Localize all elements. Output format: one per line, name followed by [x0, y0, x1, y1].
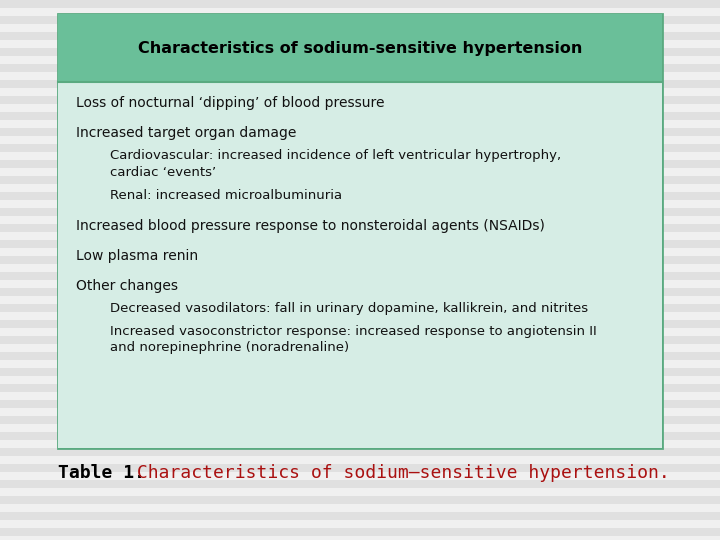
Text: Table 1.: Table 1.	[58, 464, 145, 482]
Text: Loss of nocturnal ‘dipping’ of blood pressure: Loss of nocturnal ‘dipping’ of blood pre…	[76, 96, 384, 110]
Text: Characteristics of sodium–sensitive hypertension.: Characteristics of sodium–sensitive hype…	[126, 464, 670, 482]
Text: Characteristics of sodium-sensitive hypertension: Characteristics of sodium-sensitive hype…	[138, 40, 582, 56]
Text: Renal: increased microalbuminuria: Renal: increased microalbuminuria	[110, 189, 342, 202]
Text: Decreased vasodilators: fall in urinary dopamine, kallikrein, and nitrites: Decreased vasodilators: fall in urinary …	[110, 302, 588, 315]
Text: Increased target organ damage: Increased target organ damage	[76, 126, 297, 140]
Text: Low plasma renin: Low plasma renin	[76, 249, 198, 263]
Text: Cardiovascular: increased incidence of left ventricular hypertrophy,
cardiac ‘ev: Cardiovascular: increased incidence of l…	[110, 149, 561, 179]
Text: Increased vasoconstrictor response: increased response to angiotensin II
and nor: Increased vasoconstrictor response: incr…	[110, 325, 597, 354]
Text: Other changes: Other changes	[76, 279, 178, 293]
Text: Increased blood pressure response to nonsteroidal agents (NSAIDs): Increased blood pressure response to non…	[76, 219, 545, 233]
